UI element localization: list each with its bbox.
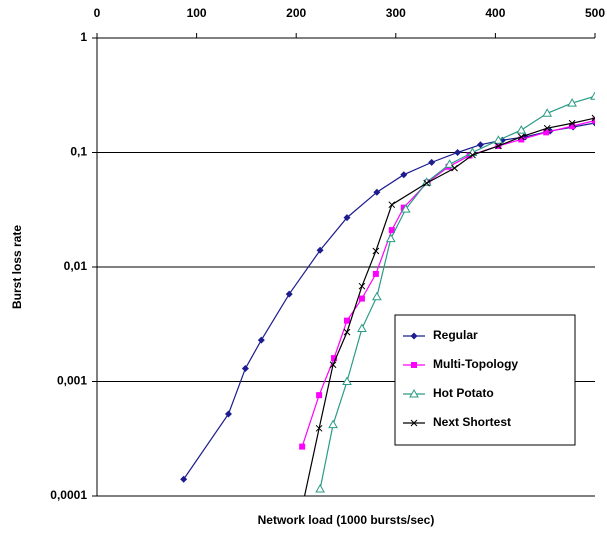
marker [329,361,337,369]
marker [388,201,396,209]
marker [328,419,338,429]
marker [400,204,411,213]
marker [285,290,293,298]
x-axis-title: Network load (1000 bursts/sec) [258,513,435,527]
legend-label: Multi-Topology [433,357,518,371]
y-tick-label: 0,1 [70,145,87,159]
marker [476,141,484,149]
x-tick-label: 0 [94,6,101,20]
x-tick-label: 300 [386,6,406,20]
marker [400,204,407,211]
marker [343,214,351,222]
marker [372,270,379,277]
marker [543,124,551,132]
marker [224,410,232,418]
y-axis-title: Burst loss rate [10,225,24,309]
marker [241,364,249,372]
marker [590,91,595,100]
x-tick-label: 500 [585,6,605,20]
marker [567,98,577,107]
marker [299,504,305,510]
marker [372,247,380,255]
plot-area [180,91,595,510]
marker [257,336,265,344]
marker [385,233,396,243]
marker [410,419,418,427]
marker [400,171,408,179]
legend-label: Hot Potato [433,386,494,400]
legend-label: Next Shortest [433,415,511,429]
y-tick-label: 0,01 [64,259,88,273]
marker [388,227,395,234]
marker [592,117,595,124]
marker [411,362,417,368]
marker [316,392,323,399]
marker [357,323,367,333]
x-tick-label: 200 [286,6,306,20]
marker [358,282,366,290]
marker [569,123,576,130]
series-line [301,119,595,447]
y-tick-label: 1 [80,30,87,44]
marker [423,179,431,187]
marker [331,355,338,362]
marker [180,475,188,483]
legend-label: Regular [433,328,478,342]
marker [495,142,502,150]
marker [342,376,352,385]
marker [299,443,306,450]
marker [568,119,576,127]
marker [454,149,462,156]
series-line [303,117,595,496]
marker [315,484,325,493]
marker [373,188,381,196]
y-tick-label: 0,001 [57,374,87,388]
marker [428,158,436,166]
x-tick-label: 400 [485,6,505,20]
marker [343,317,350,324]
marker [372,291,382,301]
marker [518,136,525,143]
marker [517,133,525,141]
y-tick-label: 0,0001 [50,488,87,502]
marker [410,332,418,340]
marker [316,246,324,254]
marker [315,424,323,432]
marker [469,151,476,159]
marker [591,114,595,122]
marker [493,135,504,144]
marker [358,295,365,302]
marker [451,164,458,172]
marker [543,129,550,136]
marker [343,328,351,336]
marker [542,108,553,117]
marker [409,388,419,398]
marker [516,125,527,134]
x-tick-label: 100 [187,6,207,20]
